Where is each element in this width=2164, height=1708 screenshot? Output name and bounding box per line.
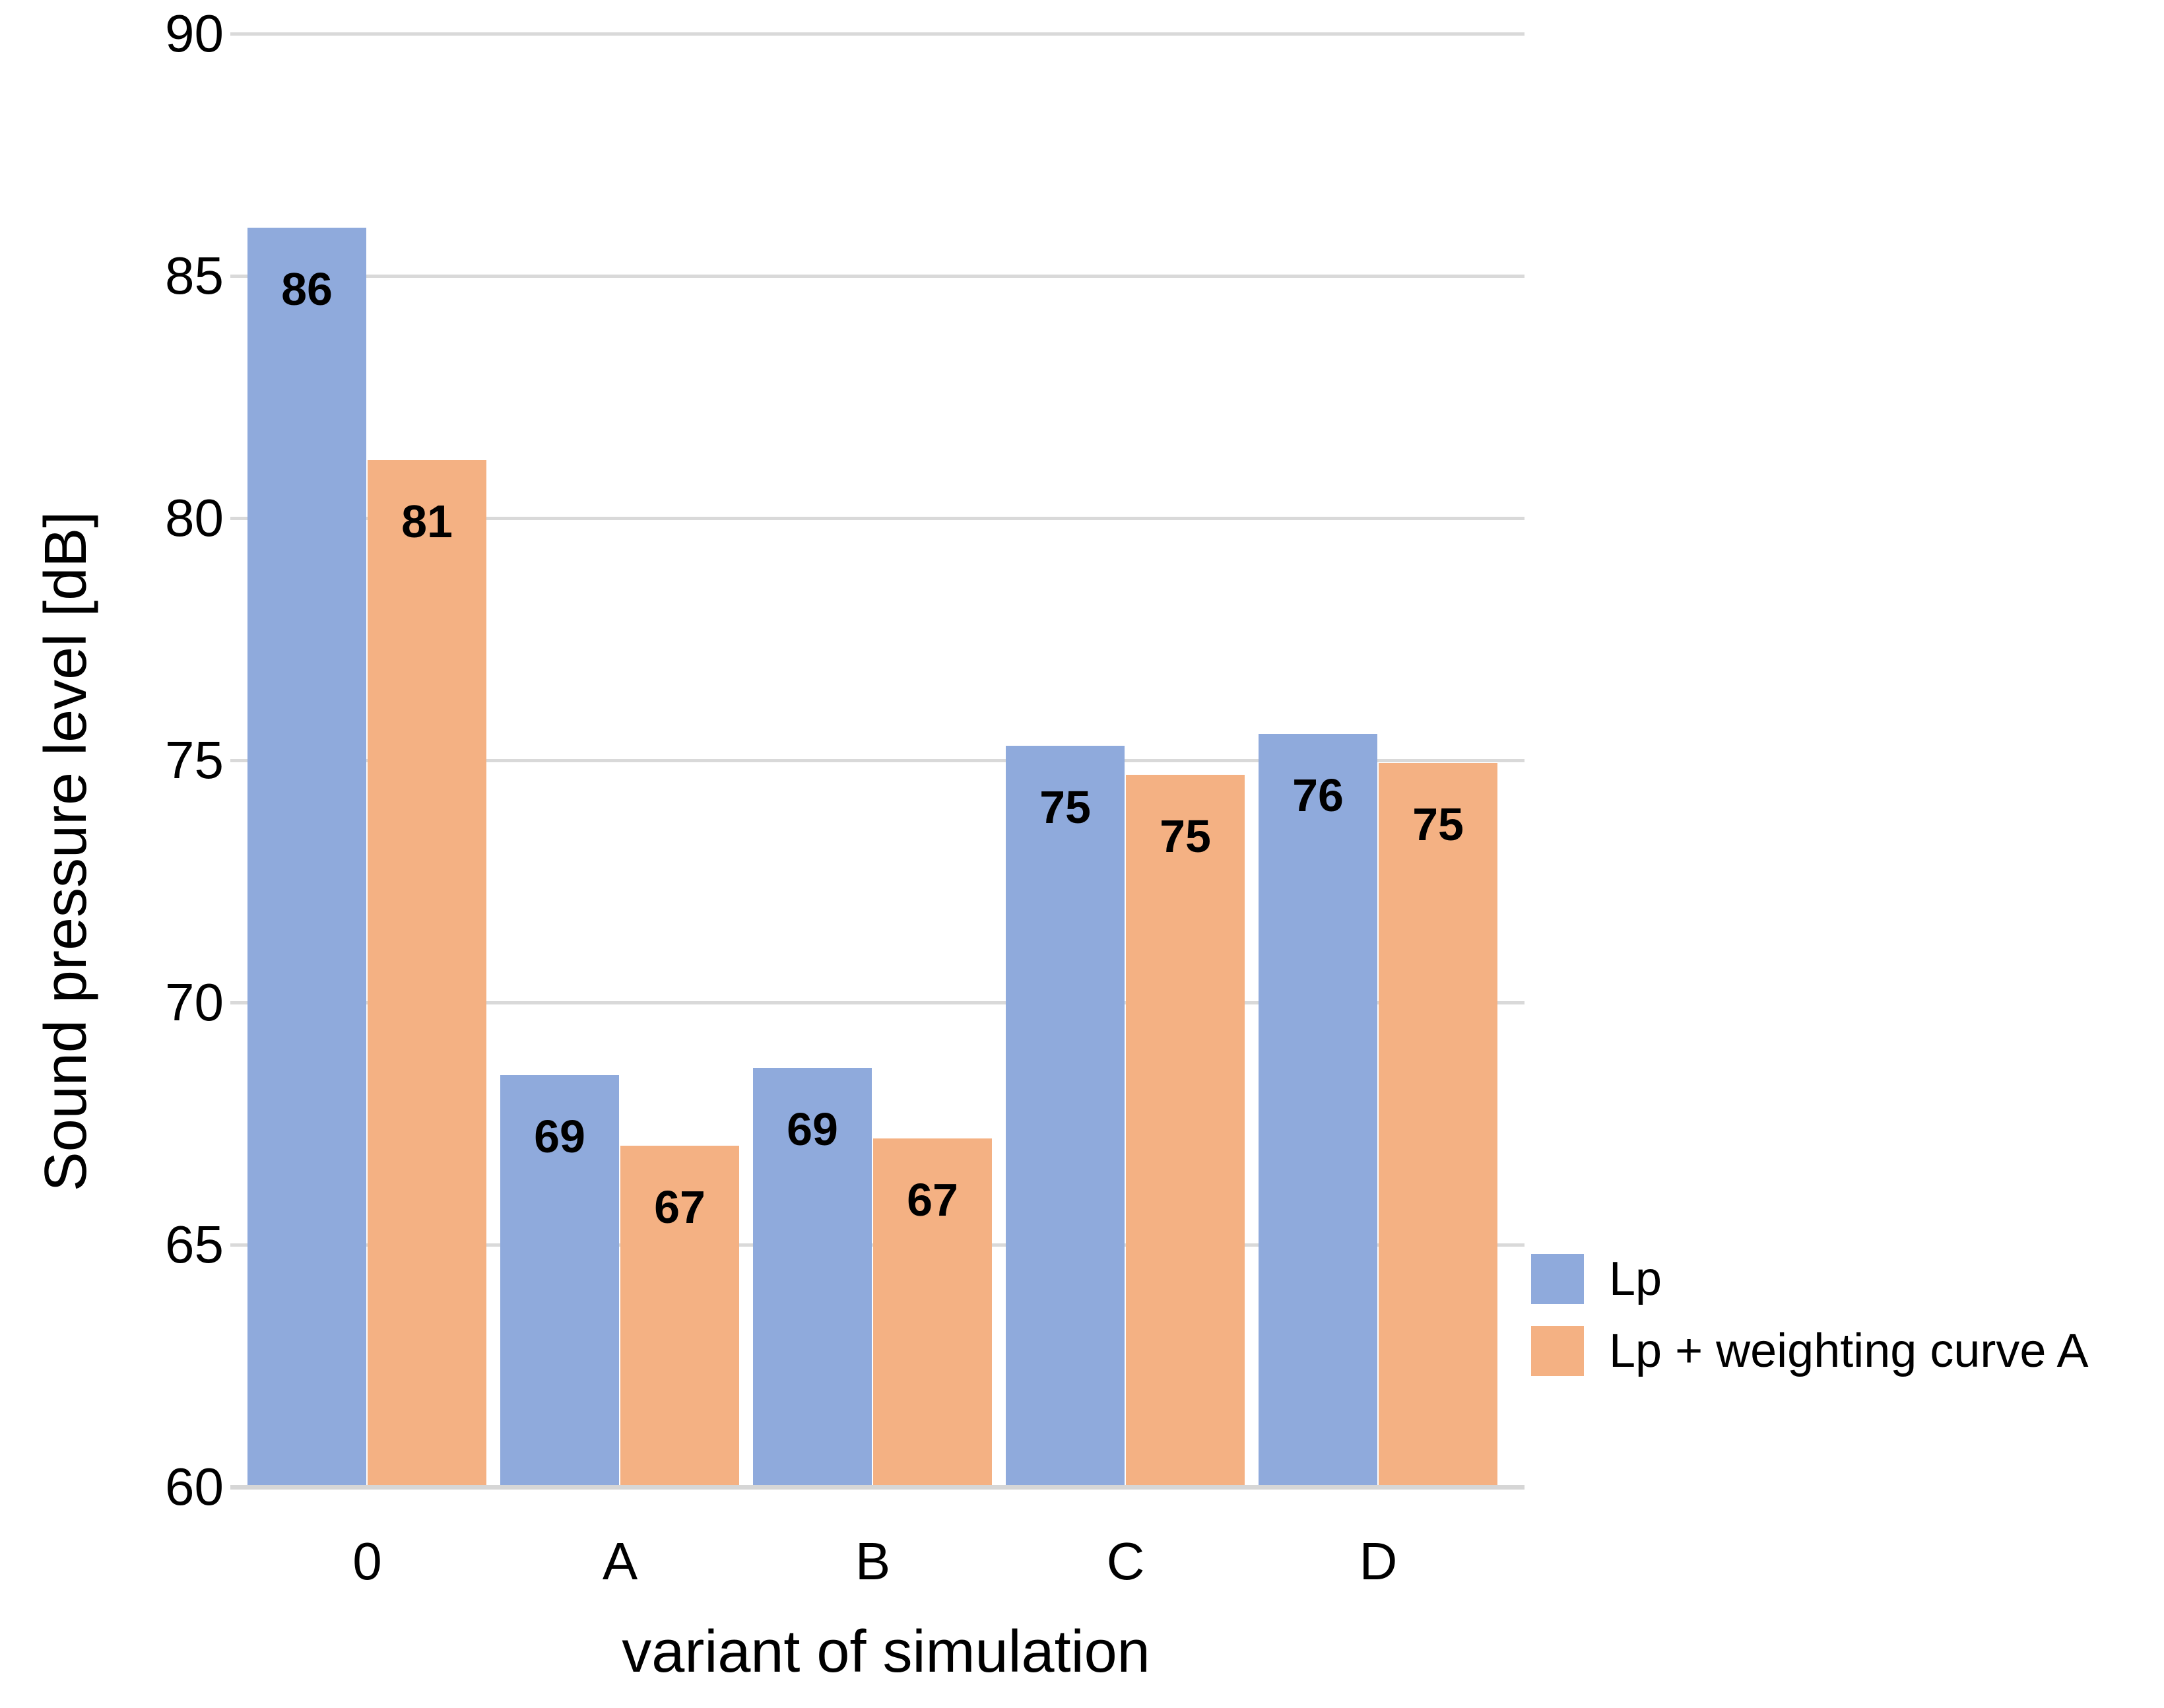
gridline	[247, 759, 1525, 762]
bar-data-label: 76	[1292, 770, 1344, 821]
bar-data-label: 67	[654, 1181, 705, 1233]
legend-item-1: Lp	[1531, 1254, 1662, 1304]
x-axis-line	[230, 1485, 1525, 1490]
bar-C-series-2	[1126, 775, 1245, 1487]
legend-label: Lp	[1609, 1253, 1662, 1305]
legend-swatch-icon	[1531, 1326, 1584, 1376]
bar-A-series-1	[500, 1075, 619, 1487]
y-tick-label: 80	[165, 488, 224, 547]
bar-data-label: 81	[401, 496, 453, 547]
bar-data-label: 69	[534, 1111, 585, 1162]
x-tick-label-B: B	[855, 1532, 891, 1591]
gridline	[247, 275, 1525, 278]
bar-data-label: 75	[1039, 781, 1091, 833]
y-tick-label: 60	[165, 1457, 224, 1516]
y-axis-tick	[230, 1001, 247, 1004]
gridline	[247, 32, 1525, 36]
bar-data-label: 75	[1412, 799, 1464, 850]
x-tick-label-D: D	[1359, 1532, 1398, 1591]
legend-swatch-icon	[1531, 1254, 1584, 1304]
bar-data-label: 86	[281, 263, 333, 315]
bar-D-series-1	[1259, 734, 1377, 1487]
bar-D-series-2	[1379, 763, 1497, 1487]
y-axis-title: Sound pressure level [dB]	[33, 511, 99, 1192]
y-axis-tick	[230, 1243, 247, 1247]
bar-A-series-2	[620, 1146, 739, 1487]
y-tick-label: 85	[165, 246, 224, 305]
y-axis-tick	[230, 517, 247, 520]
bar-data-label: 75	[1160, 810, 1211, 862]
x-tick-label-A: A	[602, 1532, 638, 1591]
x-tick-label-0: 0	[352, 1532, 382, 1591]
bar-0-series-1	[247, 228, 366, 1487]
gridline	[247, 517, 1525, 520]
y-tick-label: 75	[165, 731, 224, 789]
y-tick-label: 70	[165, 973, 224, 1032]
legend-item-2: Lp + weighting curve A	[1531, 1326, 2088, 1376]
legend-label: Lp + weighting curve A	[1609, 1325, 2089, 1377]
bar-data-label: 67	[907, 1174, 958, 1226]
y-tick-label: 90	[165, 4, 224, 63]
bar-B-series-2	[873, 1138, 992, 1487]
bar-0-series-2	[368, 460, 486, 1487]
y-axis-tick	[230, 759, 247, 762]
y-axis-tick	[230, 32, 247, 36]
bar-data-label: 69	[787, 1103, 838, 1155]
gridline	[247, 1001, 1525, 1004]
y-axis-tick	[230, 275, 247, 278]
y-tick-label: 65	[165, 1215, 224, 1274]
bar-C-series-1	[1006, 746, 1125, 1487]
bar-B-series-1	[753, 1068, 872, 1487]
x-axis-title: variant of simulation	[622, 1619, 1150, 1685]
x-tick-label-C: C	[1106, 1532, 1145, 1591]
